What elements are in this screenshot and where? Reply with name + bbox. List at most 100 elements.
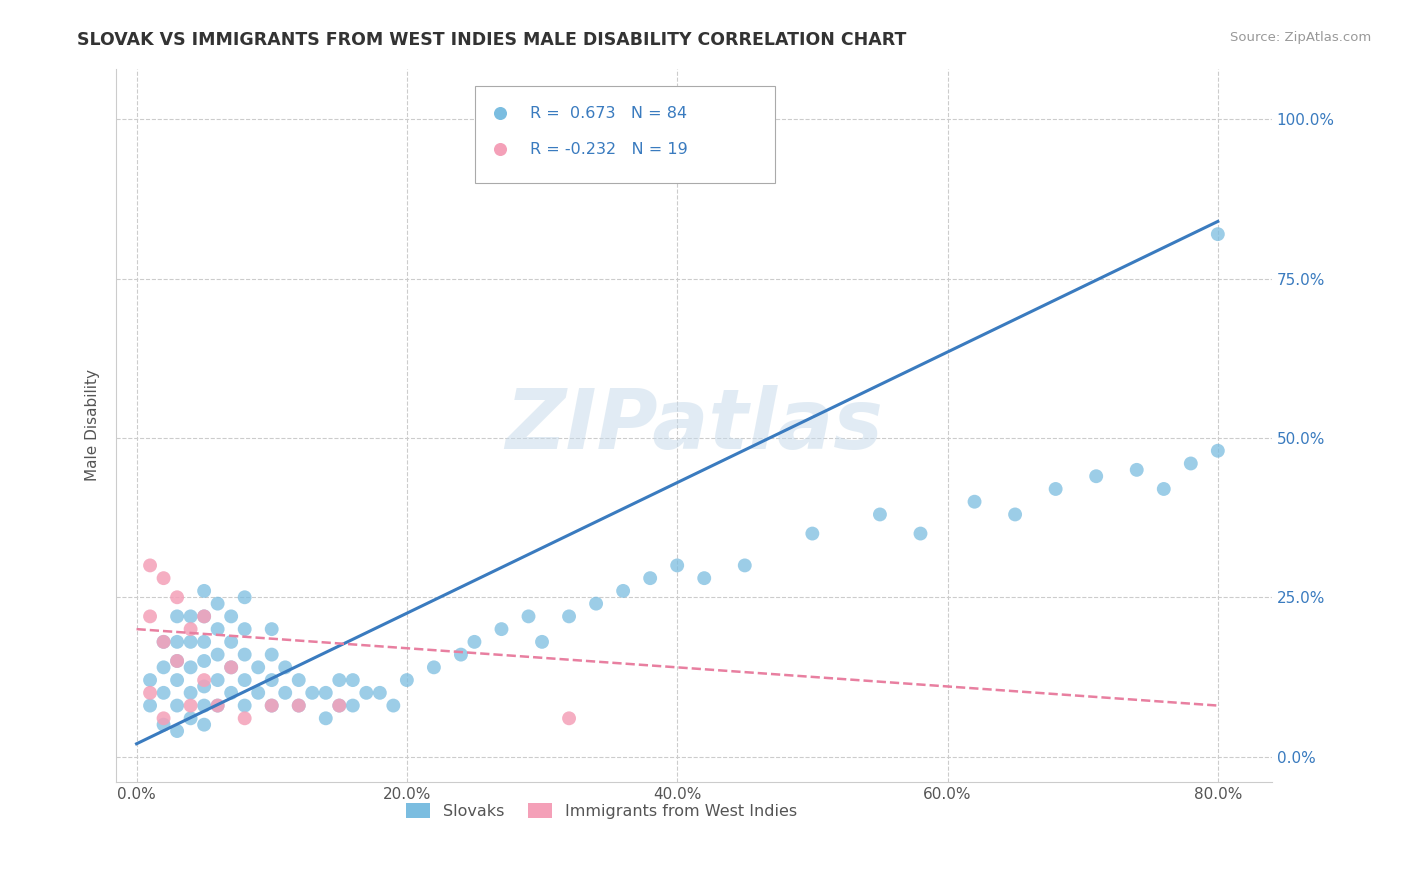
- Point: [166, 591, 188, 605]
- Point: [734, 558, 756, 573]
- Point: [963, 494, 986, 508]
- Text: SLOVAK VS IMMIGRANTS FROM WEST INDIES MALE DISABILITY CORRELATION CHART: SLOVAK VS IMMIGRANTS FROM WEST INDIES MA…: [77, 31, 907, 49]
- Point: [193, 680, 215, 694]
- Point: [207, 622, 229, 636]
- Point: [139, 686, 162, 700]
- Point: [180, 622, 202, 636]
- Point: [315, 711, 337, 725]
- Point: [180, 698, 202, 713]
- Point: [1004, 508, 1026, 522]
- Point: [129, 744, 152, 758]
- Y-axis label: Male Disability: Male Disability: [86, 369, 100, 482]
- Point: [233, 591, 256, 605]
- Point: [315, 686, 337, 700]
- Point: [531, 635, 554, 649]
- Point: [219, 660, 242, 674]
- Point: [666, 558, 689, 573]
- Point: [207, 597, 229, 611]
- Point: [423, 660, 446, 674]
- Point: [287, 673, 309, 687]
- Point: [139, 698, 162, 713]
- Point: [1045, 482, 1067, 496]
- Point: [1206, 227, 1229, 242]
- Point: [301, 686, 323, 700]
- Point: [260, 622, 283, 636]
- Point: [342, 673, 364, 687]
- Point: [180, 635, 202, 649]
- Point: [219, 660, 242, 674]
- Point: [260, 648, 283, 662]
- Point: [233, 648, 256, 662]
- Point: [207, 648, 229, 662]
- Point: [233, 673, 256, 687]
- Point: [585, 597, 607, 611]
- Point: [166, 673, 188, 687]
- Point: [219, 635, 242, 649]
- Point: [180, 660, 202, 674]
- Point: [233, 711, 256, 725]
- Point: [328, 673, 350, 687]
- Point: [152, 571, 174, 585]
- Point: [193, 583, 215, 598]
- Point: [342, 698, 364, 713]
- Point: [328, 698, 350, 713]
- Point: [139, 673, 162, 687]
- Point: [612, 583, 634, 598]
- Point: [693, 571, 716, 585]
- Text: ZIPatlas: ZIPatlas: [505, 384, 883, 466]
- Point: [139, 609, 162, 624]
- Point: [382, 698, 405, 713]
- Point: [152, 635, 174, 649]
- Point: [558, 609, 581, 624]
- Point: [558, 711, 581, 725]
- Point: [207, 698, 229, 713]
- Point: [287, 698, 309, 713]
- Point: [193, 609, 215, 624]
- Point: [152, 635, 174, 649]
- Point: [328, 698, 350, 713]
- Point: [207, 673, 229, 687]
- Point: [207, 698, 229, 713]
- Point: [1206, 443, 1229, 458]
- Point: [801, 526, 824, 541]
- Point: [274, 686, 297, 700]
- Point: [260, 673, 283, 687]
- Point: [166, 654, 188, 668]
- Point: [450, 648, 472, 662]
- Point: [638, 571, 661, 585]
- Point: [1180, 457, 1202, 471]
- Text: R =  0.673   N = 84: R = 0.673 N = 84: [530, 106, 688, 121]
- FancyBboxPatch shape: [474, 87, 775, 183]
- Point: [193, 609, 215, 624]
- Point: [1153, 482, 1175, 496]
- Point: [910, 526, 932, 541]
- Point: [166, 724, 188, 739]
- Point: [1085, 469, 1108, 483]
- Point: [180, 711, 202, 725]
- Point: [152, 660, 174, 674]
- Point: [869, 508, 891, 522]
- Point: [356, 686, 378, 700]
- Point: [368, 686, 391, 700]
- Point: [247, 660, 270, 674]
- Point: [152, 717, 174, 731]
- Point: [1125, 463, 1147, 477]
- Point: [287, 698, 309, 713]
- Point: [233, 622, 256, 636]
- Point: [166, 635, 188, 649]
- Point: [180, 686, 202, 700]
- Point: [260, 698, 283, 713]
- Point: [139, 558, 162, 573]
- Point: [219, 686, 242, 700]
- Point: [491, 622, 513, 636]
- Point: [247, 686, 270, 700]
- Point: [517, 609, 540, 624]
- Point: [463, 635, 485, 649]
- Legend: Slovaks, Immigrants from West Indies: Slovaks, Immigrants from West Indies: [399, 797, 803, 825]
- Point: [166, 609, 188, 624]
- Point: [166, 654, 188, 668]
- Point: [395, 673, 418, 687]
- Point: [180, 609, 202, 624]
- Point: [260, 698, 283, 713]
- Point: [152, 686, 174, 700]
